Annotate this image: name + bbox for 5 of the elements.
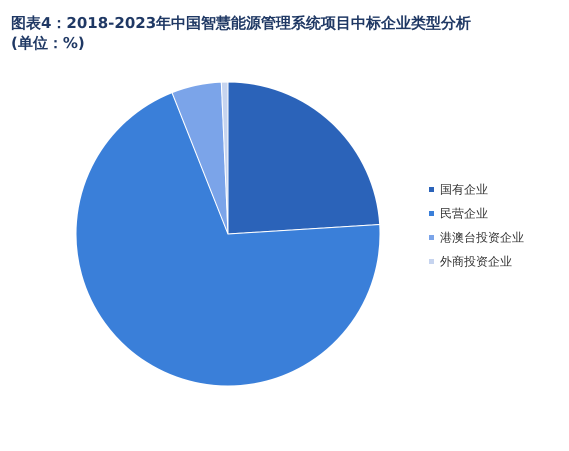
legend-label: 民营企业 <box>440 206 488 220</box>
legend-label: 国有企业 <box>440 182 488 196</box>
chart-title: 图表4：2018-2023年中国智慧能源管理系统项目中标企业类型分析(单位：%) <box>11 14 472 52</box>
legend-label: 外商投资企业 <box>440 254 512 268</box>
legend-label: 港澳台投资企业 <box>440 230 524 244</box>
